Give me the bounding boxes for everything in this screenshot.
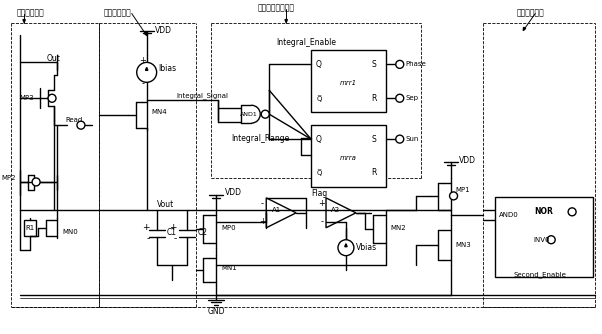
Text: C2: C2 — [197, 228, 208, 237]
Text: Out: Out — [47, 54, 61, 63]
Text: +: + — [259, 217, 265, 226]
Text: Integral_Range: Integral_Range — [231, 134, 290, 143]
Text: Integral_Enable: Integral_Enable — [276, 38, 336, 47]
Circle shape — [261, 110, 269, 118]
Text: +: + — [142, 223, 150, 232]
Text: Ibias: Ibias — [159, 64, 177, 73]
Text: MN3: MN3 — [456, 242, 471, 248]
Text: mrr1: mrr1 — [340, 80, 356, 86]
Text: MN4: MN4 — [152, 109, 167, 115]
Text: MP0: MP0 — [222, 225, 236, 231]
Text: C1: C1 — [167, 228, 176, 237]
Text: A2: A2 — [332, 207, 341, 213]
Text: Sun: Sun — [406, 136, 419, 142]
Text: -: - — [146, 234, 150, 243]
Text: Q: Q — [316, 135, 322, 144]
Text: 积分定时模块: 积分定时模块 — [104, 8, 132, 17]
Bar — [518, 202, 568, 222]
Text: Q̅: Q̅ — [317, 95, 321, 102]
Text: mrra: mrra — [340, 155, 356, 161]
Circle shape — [396, 60, 404, 68]
Polygon shape — [523, 27, 526, 30]
Text: MP1: MP1 — [456, 187, 470, 193]
Text: R: R — [371, 168, 376, 177]
Text: A1: A1 — [272, 207, 281, 213]
Text: R: R — [371, 94, 376, 103]
Text: NOR: NOR — [534, 207, 553, 216]
Polygon shape — [144, 32, 147, 35]
Bar — [495, 197, 593, 277]
Circle shape — [77, 121, 85, 129]
Text: Vbias: Vbias — [356, 243, 377, 252]
Text: MP3: MP3 — [19, 95, 34, 101]
Polygon shape — [345, 244, 347, 247]
Text: AND1: AND1 — [240, 112, 258, 117]
Text: -: - — [141, 79, 144, 88]
Text: +: + — [169, 223, 176, 232]
Circle shape — [48, 94, 56, 102]
Text: -: - — [173, 234, 176, 243]
Text: MN0: MN0 — [62, 229, 78, 235]
Text: Q: Q — [316, 60, 322, 69]
Text: GND: GND — [208, 307, 225, 316]
Text: VDD: VDD — [459, 156, 476, 165]
Text: Phase: Phase — [406, 61, 426, 67]
Text: Sep: Sep — [406, 95, 419, 101]
Circle shape — [450, 192, 458, 200]
Text: Vout: Vout — [157, 200, 174, 209]
Circle shape — [338, 240, 354, 256]
Circle shape — [32, 178, 40, 186]
Text: MN1: MN1 — [222, 265, 237, 271]
Circle shape — [547, 236, 555, 244]
Bar — [311, 125, 386, 187]
Text: 反馈控制逻辑: 反馈控制逻辑 — [517, 8, 544, 17]
Text: R1: R1 — [25, 225, 35, 231]
Text: INV0: INV0 — [533, 237, 550, 243]
Text: 积分信号产生逻辑: 积分信号产生逻辑 — [258, 3, 295, 12]
Text: S: S — [371, 60, 376, 69]
Circle shape — [137, 62, 157, 82]
Text: +: + — [318, 199, 326, 208]
Text: Read: Read — [66, 117, 82, 123]
Text: Second_Enable: Second_Enable — [514, 271, 566, 278]
Text: 行选读出模块: 行选读出模块 — [16, 8, 44, 17]
Text: -: - — [320, 217, 323, 226]
Text: VDD: VDD — [225, 188, 243, 197]
Circle shape — [396, 94, 404, 102]
Text: +: + — [139, 56, 146, 65]
Polygon shape — [23, 20, 25, 22]
Polygon shape — [146, 67, 148, 70]
Text: Integral_Signal: Integral_Signal — [176, 92, 229, 99]
Text: S: S — [371, 135, 376, 144]
Text: VDD: VDD — [155, 26, 172, 35]
Text: Flag: Flag — [311, 189, 327, 198]
Polygon shape — [285, 20, 287, 22]
Text: -: - — [261, 199, 264, 208]
Bar — [24, 220, 36, 236]
Text: Q̅: Q̅ — [317, 170, 321, 176]
Circle shape — [396, 135, 404, 143]
Text: MN2: MN2 — [391, 225, 406, 231]
Text: MP2: MP2 — [2, 175, 16, 181]
Text: AND0: AND0 — [498, 212, 518, 218]
Circle shape — [568, 208, 576, 216]
Bar — [311, 50, 386, 112]
